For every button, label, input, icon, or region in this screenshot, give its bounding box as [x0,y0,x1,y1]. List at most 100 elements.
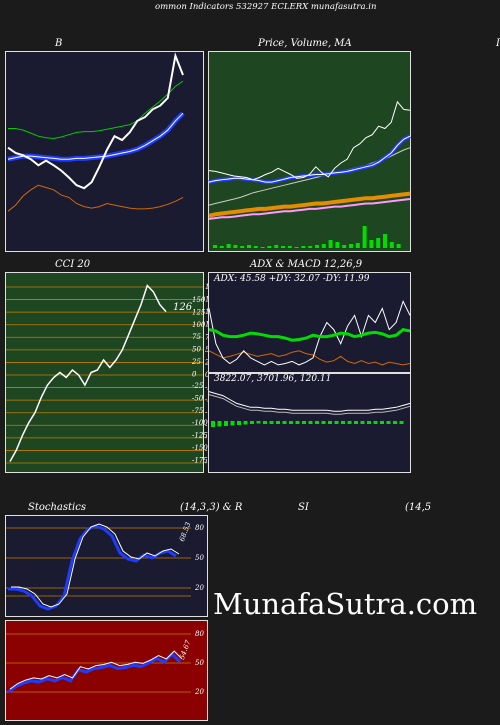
macd-histogram-bar [380,421,384,424]
upper-band-line [8,80,184,140]
stoch-tick-label: 50 [195,554,204,562]
watermark: MunafaSutra.com [213,587,478,621]
macd-histogram-bar [328,421,332,424]
volume-bar [260,247,265,248]
rsi-signal-line [9,650,183,690]
rsi-panel: 80 50 20 [5,620,208,721]
price-ma-panel [208,51,411,252]
volume-bar [294,247,299,248]
macd-tick-label: -25 [192,382,204,390]
macd-tick-label: -175 [192,456,208,464]
volume-bar [321,244,326,248]
macd-histogram-bar [224,421,228,426]
adx-tick-label: 75 [192,333,201,341]
volume-bar [247,245,251,248]
macd-histogram-bar [315,421,319,424]
stochastics-panel: 80 50 20 [5,515,208,617]
macd-histogram-bar [282,421,287,424]
volume-bar [355,243,360,248]
adx-tick-label: 100 [192,321,206,329]
volume-bar [362,226,367,248]
adx-tick-label: 150 [192,296,206,304]
adx-values: ADX: 45.58 +DY: 32.07 -DY: 11.99 [214,274,370,284]
volume-bar [335,242,340,248]
minus-di-line [208,350,411,366]
rsi-chart: 80 50 20 [6,630,204,696]
stoch-d-line [11,523,180,608]
volume-bar [219,246,224,248]
rsi-label: SI [298,502,309,513]
price-line [7,52,184,190]
volume-bar [396,244,401,248]
macd-histogram-bar [217,421,222,427]
adx-chart [208,299,411,366]
signal-line [208,394,411,415]
rsi-params: (14,5 [405,502,432,513]
adx-macd-ticks: 1501251007550250-25-50-75-100-125-150-17… [191,296,208,464]
stoch-tick-label: 20 [194,584,204,592]
adx-macd-label: ADX & MACD 12,26,9 [250,259,363,270]
ma-short-core-line [208,135,411,183]
adx-tick-label: 0 [192,370,197,378]
macd-histogram-bar [373,421,378,424]
volume-bar [240,246,245,248]
macd-histogram-bar [289,421,293,424]
macd-values: 3822.07, 3701.96, 120.11 [214,374,332,384]
volume-bar [315,245,319,248]
macd-histogram-bar [341,421,345,424]
macd-histogram-bar [386,421,391,424]
volume-bar [213,245,217,248]
macd-histogram-bar [295,421,300,424]
volume-bar [253,246,258,248]
stoch-tick-label: 80 [195,524,204,532]
middle-band-line-halo [7,111,185,162]
volume-bar [349,244,353,248]
volume-bar [226,244,231,248]
macd-tick-label: -150 [192,444,208,452]
volume-bar [267,246,272,248]
volume-bar [301,246,306,248]
cci-label: CCI 20 [55,259,91,270]
volume-bar [342,245,347,248]
price-line [208,100,411,181]
ma-long-line [208,198,411,220]
stochastics-chart: 80 50 20 [6,523,204,611]
macd-tick-label: -50 [192,394,204,402]
macd-histogram-bar [321,421,326,424]
macd-tick-label: -75 [192,407,204,415]
adx-line [208,327,411,342]
macd-histogram-bar [269,421,274,424]
rsi-tick-label: 50 [195,659,204,667]
page-title: ommon Indicators 532927 ECLERX munafasut… [155,2,377,12]
price-ma-chart [208,100,411,248]
lower-band-line [7,184,184,212]
macd-histogram-bar [276,421,280,424]
adx-tick-label: 50 [192,346,201,354]
ma-mid-line [208,191,411,218]
volume-bar [389,242,394,248]
macd-tick-label: -125 [192,432,208,440]
middle-band-line [7,112,184,160]
stoch-k-line [8,524,177,611]
cci-tick-label: 0 [205,371,210,379]
macd-histogram-bar [347,421,352,424]
volume-bar [376,238,381,248]
macd-histogram-bar [237,421,241,425]
macd-histogram-bar [399,421,404,424]
macd-histogram-bar [256,421,261,424]
right-marker: I [496,38,500,49]
adx-panel [208,272,411,373]
macd-histogram-bar [308,421,313,424]
volume-bar [328,240,333,248]
macd-chart [208,391,411,427]
adx-tick-label: 25 [191,358,201,366]
macd-histogram-bar [393,421,397,424]
macd-histogram-bar [367,421,371,424]
volume-bar [274,245,279,248]
rsi-line [7,651,182,694]
rsi-tick-label: 80 [195,630,204,638]
macd-tick-label: -100 [192,419,208,427]
volume-bar [308,246,313,248]
macd-histogram-bar [334,421,339,424]
cci-line [9,284,167,462]
